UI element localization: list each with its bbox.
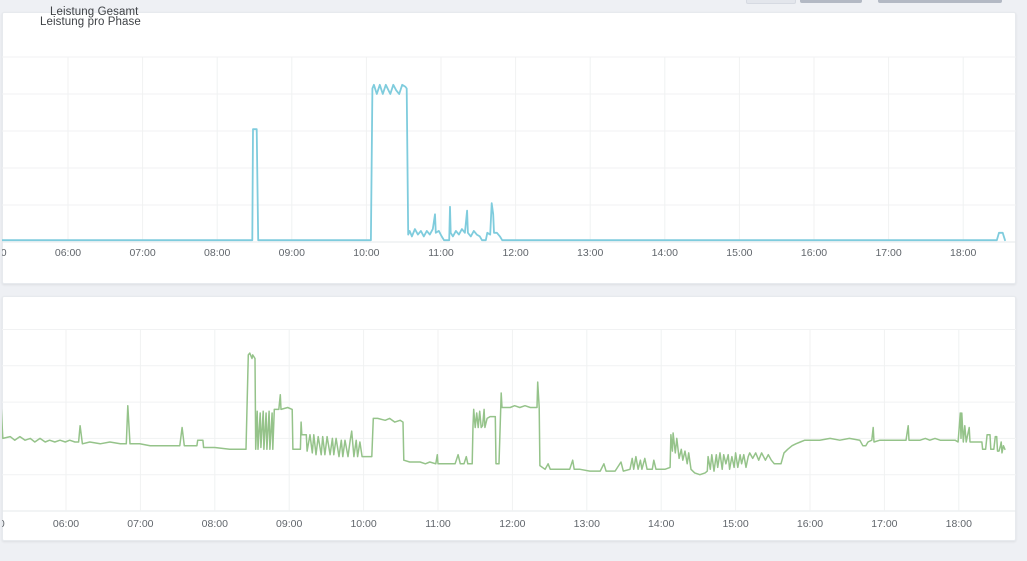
x-tick-label: 16:00 — [801, 247, 827, 259]
x-tick-label: 14:00 — [652, 247, 678, 259]
cutoff-toolbar-sliver — [746, 0, 796, 4]
x-tick-label: 17:00 — [875, 247, 901, 259]
x-tick-label: 07:00 — [129, 247, 155, 259]
series-line-leistung-gesamt — [2, 352, 1006, 476]
x-tick-label: 16:00 — [797, 518, 823, 530]
x-tick-label: 05:00 — [0, 247, 7, 259]
x-tick-label: 17:00 — [871, 518, 897, 530]
x-tick-label: 05:00 — [0, 518, 5, 530]
x-tick-label: 09:00 — [279, 247, 305, 259]
x-tick-label: 14:00 — [648, 518, 674, 530]
line-chart-leistung-gesamt: 05:00 06:00 07:00 08:00 09:00 10:00 11:00 12:00… — [0, 329, 1016, 530]
series-line-leistung-pro-phase — [2, 83, 1006, 242]
x-tick-label: 18:00 — [946, 518, 972, 530]
x-tick-label: 13:00 — [574, 518, 600, 530]
x-tick-label: 15:00 — [722, 518, 748, 530]
x-tick-label: 12:00 — [502, 247, 528, 259]
cutoff-toolbar-sliver — [800, 0, 862, 3]
x-tick-label: 11:00 — [428, 247, 454, 259]
chart-title-leistung-pro-phase: Leistung pro Phase — [40, 16, 141, 28]
x-tick-label: 12:00 — [499, 518, 525, 530]
x-tick-label: 07:00 — [127, 518, 153, 530]
x-tick-label: 10:00 — [350, 518, 376, 530]
grid — [2, 329, 1016, 512]
line-chart-leistung-pro-phase: 05:00 06:00 07:00 08:00 09:00 10:00 11:00 12:00… — [0, 56, 1016, 259]
x-tick-label: 06:00 — [53, 518, 79, 530]
x-tick-label: 06:00 — [55, 247, 81, 259]
x-tick-label: 08:00 — [202, 518, 228, 530]
top-strip — [0, 0, 1027, 12]
x-tick-label: 09:00 — [276, 518, 302, 530]
x-tick-label: 15:00 — [726, 247, 752, 259]
x-tick-label: 18:00 — [950, 247, 976, 259]
x-tick-label: 13:00 — [577, 247, 603, 259]
chart-title-leistung-gesamt: Leistung Gesamt — [50, 6, 139, 18]
chart-card-leistung-gesamt — [2, 296, 1016, 541]
grid — [2, 56, 1016, 243]
x-tick-label: 11:00 — [425, 518, 451, 530]
x-tick-label: 08:00 — [204, 247, 230, 259]
cutoff-toolbar-sliver — [878, 0, 1002, 3]
x-tick-label: 10:00 — [353, 247, 379, 259]
